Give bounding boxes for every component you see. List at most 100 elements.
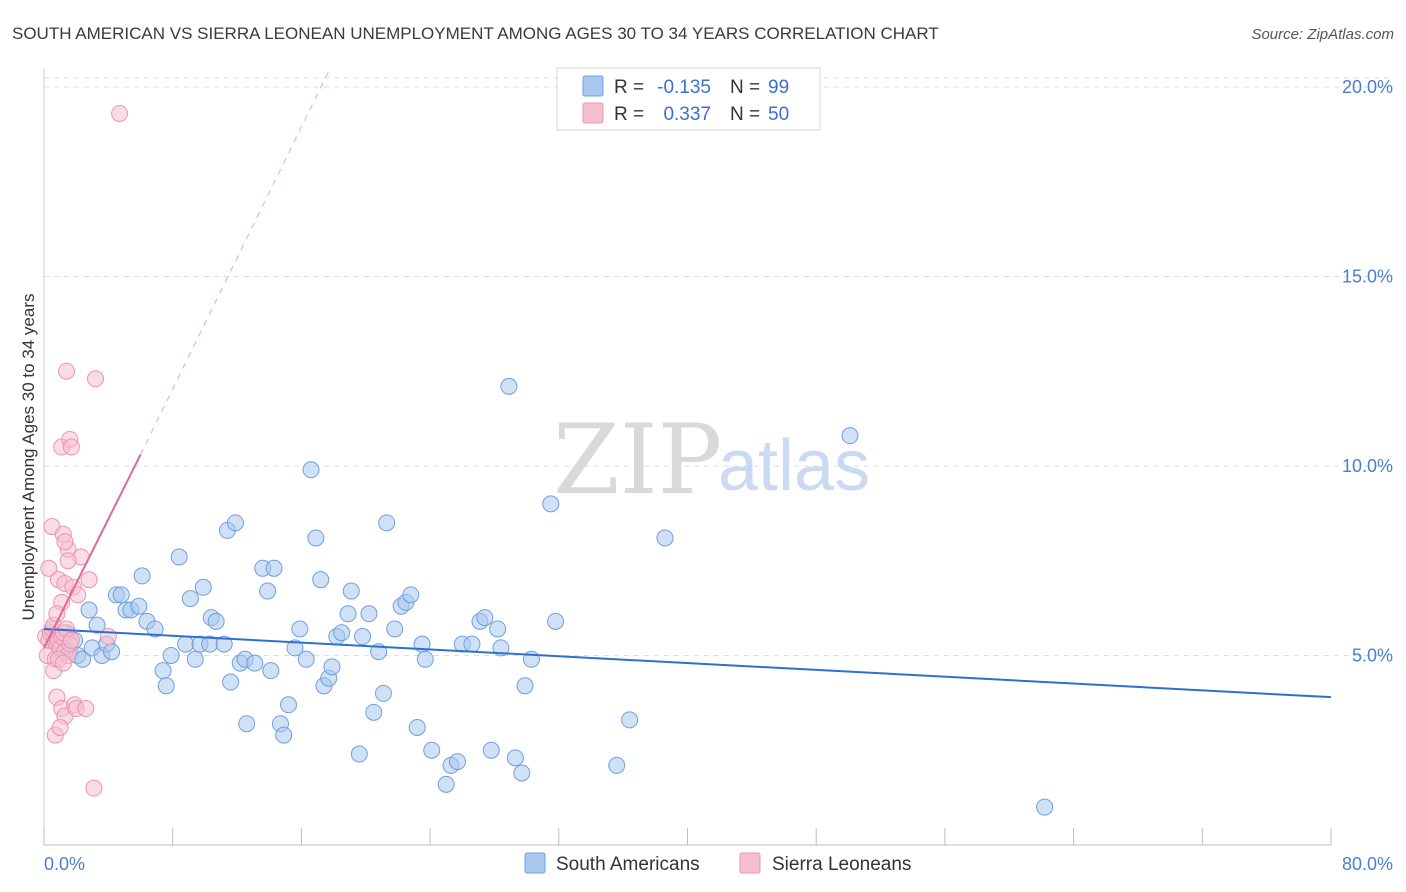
south-americans-point xyxy=(621,711,639,729)
legend-r-value-pink: 0.337 xyxy=(663,104,711,125)
south-americans-point xyxy=(312,571,330,589)
south-americans-point xyxy=(378,514,396,532)
south-americans-point xyxy=(297,650,315,668)
south-americans-point xyxy=(841,427,859,445)
legend-n-label-blue: N = xyxy=(730,77,760,98)
south-americans-point xyxy=(608,756,626,774)
sierra-leoneans-point xyxy=(99,628,117,646)
south-americans-point xyxy=(476,609,494,627)
sierra-leoneans-point xyxy=(62,438,80,456)
south-americans-point xyxy=(547,612,565,630)
y-tick-label: 5.0% xyxy=(1352,645,1393,665)
south-americans-point xyxy=(1036,798,1054,816)
sierra-leoneans-point xyxy=(40,559,58,577)
sierra-leoneans-point xyxy=(85,779,103,797)
trend-lines xyxy=(43,67,1332,699)
south-americans-point xyxy=(286,639,304,657)
sierra-leoneans-point xyxy=(56,533,74,551)
south-americans-point xyxy=(194,578,212,596)
sierra-leoneans-point xyxy=(77,700,95,718)
south-americans-point xyxy=(656,529,674,547)
sierra-leoneans-point xyxy=(48,605,66,623)
sierra-leoneans-trend-line xyxy=(43,454,142,649)
south-americans-points xyxy=(41,377,1054,816)
south-americans-point xyxy=(448,753,466,771)
sierra-leoneans-point xyxy=(86,370,104,388)
sierra-leoneans-point xyxy=(59,552,77,570)
south-americans-point xyxy=(103,643,121,661)
south-americans-point xyxy=(365,703,383,721)
south-americans-point xyxy=(402,586,420,604)
south-americans-point xyxy=(360,605,378,623)
sierra-leoneans-point xyxy=(80,571,98,589)
south-americans-point xyxy=(226,514,244,532)
south-americans-point xyxy=(246,654,264,672)
south-americans-point xyxy=(463,635,481,653)
legend-n-value-pink: 50 xyxy=(768,104,789,125)
south-americans-point xyxy=(146,620,164,638)
south-americans-point xyxy=(280,696,298,714)
south-americans-point xyxy=(259,582,277,600)
south-americans-point xyxy=(130,597,148,615)
south-americans-point xyxy=(492,639,510,657)
watermark: ZIP atlas xyxy=(553,404,870,516)
south-americans-point xyxy=(489,620,507,638)
south-americans-point xyxy=(302,461,320,479)
south-americans-point xyxy=(333,624,351,642)
y-tick-labels: 5.0% 10.0% 15.0% 20.0% xyxy=(1342,77,1393,666)
blue-swatch-icon xyxy=(582,75,604,97)
south-americans-point xyxy=(291,620,309,638)
south-americans-point xyxy=(88,616,106,634)
south-americans-legend-label: South Americans xyxy=(556,854,700,875)
south-americans-point xyxy=(408,719,426,737)
south-americans-point xyxy=(416,650,434,668)
sierra-leoneans-point xyxy=(62,631,80,649)
stats-legend: R = -0.135 N = 99 R = 0.337 N = 50 xyxy=(556,67,821,131)
south-americans-point xyxy=(374,684,392,702)
south-americans-point xyxy=(222,673,240,691)
sierra-leoneans-point xyxy=(111,104,129,122)
south-americans-point xyxy=(262,662,280,680)
south-americans-point xyxy=(323,658,341,676)
legend-r-label-blue: R = xyxy=(614,77,644,98)
south-americans-point xyxy=(215,635,233,653)
south-americans-point xyxy=(542,495,560,513)
south-americans-legend-icon xyxy=(524,852,546,874)
south-americans-trend-line xyxy=(43,627,1332,699)
legend-n-value-blue: 99 xyxy=(768,77,789,98)
south-americans-point xyxy=(516,677,534,695)
sierra-leoneans-trend-extension xyxy=(140,67,331,455)
south-americans-point xyxy=(342,582,360,600)
sierra-leoneans-legend-label: Sierra Leoneans xyxy=(772,854,911,875)
south-americans-point xyxy=(157,677,175,695)
source-label: Source: ZipAtlas.com xyxy=(1251,26,1394,43)
series-legend: South Americans Sierra Leoneans xyxy=(524,852,911,875)
x-tick-label-max: 80.0% xyxy=(1342,854,1393,874)
south-americans-point xyxy=(506,749,524,767)
y-axis-title: Unemployment Among Ages 30 to 34 years xyxy=(19,294,38,621)
south-americans-point xyxy=(170,548,188,566)
south-americans-point xyxy=(275,726,293,744)
south-americans-point xyxy=(339,605,357,623)
south-americans-point xyxy=(133,567,151,585)
sierra-leoneans-point xyxy=(54,654,72,672)
south-americans-point xyxy=(162,646,180,664)
y-tick-label: 10.0% xyxy=(1342,456,1393,476)
y-tick-label: 15.0% xyxy=(1342,266,1393,286)
south-americans-point xyxy=(238,715,256,733)
south-americans-point xyxy=(437,775,455,793)
south-americans-point xyxy=(386,620,404,638)
south-americans-point xyxy=(307,529,325,547)
pink-swatch-icon xyxy=(582,102,604,124)
south-americans-point xyxy=(80,601,98,619)
south-americans-point xyxy=(423,741,441,759)
south-americans-point xyxy=(186,650,204,668)
south-americans-point xyxy=(112,586,130,604)
legend-n-label-pink: N = xyxy=(730,104,760,125)
south-americans-point xyxy=(350,745,368,763)
south-americans-point xyxy=(154,662,172,680)
south-americans-point xyxy=(207,612,225,630)
south-americans-point xyxy=(513,764,531,782)
chart-title: SOUTH AMERICAN VS SIERRA LEONEAN UNEMPLO… xyxy=(12,24,939,43)
